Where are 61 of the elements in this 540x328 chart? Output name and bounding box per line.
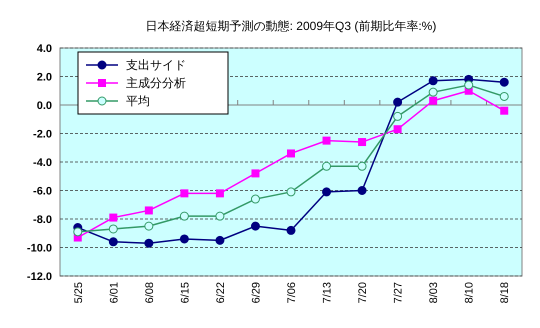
point (428, 88, 438, 97)
point (394, 125, 402, 134)
x-tick-label: 5/25 (72, 282, 85, 304)
x-tick-label: 8/18 (499, 282, 512, 304)
point (286, 226, 296, 235)
y-tick-label: -6.0 (33, 185, 52, 198)
point (500, 92, 509, 101)
point (322, 162, 332, 171)
point (108, 237, 118, 246)
x-tick-label: 7/13 (322, 282, 334, 304)
point (108, 224, 118, 234)
x-tick-label: 6/15 (179, 282, 192, 304)
x-tick-label: 7/27 (392, 282, 405, 304)
point (73, 227, 82, 236)
point (322, 187, 332, 196)
x-tick-label: 6/29 (250, 282, 262, 304)
legend-label: 支出サイド (126, 58, 186, 72)
x-tick-label: 6/22 (214, 282, 227, 304)
point (144, 206, 153, 214)
point (144, 238, 154, 248)
x-tick-label: 8/10 (464, 282, 476, 304)
y-tick-label: -8.0 (33, 214, 52, 226)
point (286, 187, 296, 196)
legend-label: 主成分分析 (126, 76, 186, 90)
point (500, 78, 509, 87)
point (429, 96, 438, 105)
point (464, 80, 474, 90)
chart-title: 日本経済超短期予測の動態: 2009年Q3 (前期比年率:%) (146, 19, 436, 33)
y-tick-label: 4.0 (36, 42, 52, 55)
y-tick-label: -12.0 (26, 270, 52, 283)
x-tick-label: 8/03 (428, 282, 440, 304)
x-tick-label: 6/08 (144, 282, 156, 304)
point (358, 138, 366, 146)
point (251, 169, 260, 178)
point (215, 236, 224, 245)
point (250, 222, 260, 231)
point (393, 112, 402, 121)
x-tick-label: 6/01 (108, 282, 120, 304)
point (109, 214, 118, 222)
point (144, 222, 154, 231)
point (428, 76, 438, 86)
y-tick-label: 0.0 (36, 100, 52, 112)
y-tick-label: -10.0 (26, 242, 52, 254)
point (216, 189, 224, 198)
x-tick-label: 7/06 (286, 282, 298, 304)
point (500, 106, 508, 115)
y-tick-label: 2.0 (36, 71, 52, 84)
point (287, 149, 295, 158)
y-tick-label: -2.0 (33, 128, 52, 140)
point (215, 212, 224, 221)
x-tick-label: 7/20 (357, 282, 370, 304)
point (180, 189, 188, 198)
point (358, 162, 367, 171)
point (180, 234, 189, 244)
legend-label: 平均 (126, 94, 150, 108)
point (180, 212, 189, 221)
point (322, 136, 331, 145)
point (358, 186, 367, 195)
point (250, 194, 260, 204)
y-tick-label: -4.0 (33, 156, 52, 169)
point (393, 98, 402, 107)
